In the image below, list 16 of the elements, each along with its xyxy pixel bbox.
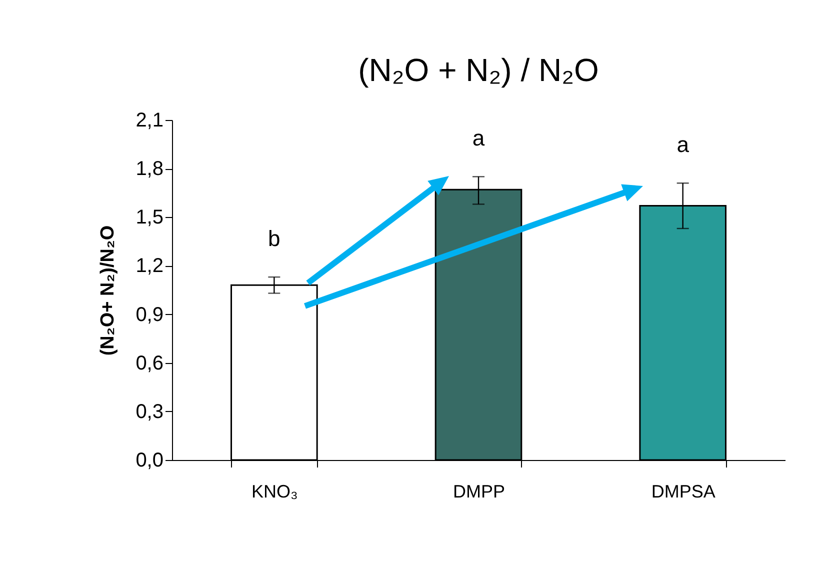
annotation: b [268,226,280,252]
annotation: a [472,126,486,151]
y-axis-title: (N₂O+ N₂)/N₂O [98,225,119,356]
x-tick-label: DMPSA [651,482,716,502]
y-tick-label: 0,9 [136,304,164,326]
x-tick-label: DMPP [452,482,506,502]
y-tick-label: 0,3 [136,400,164,423]
y-tick-label: 0,6 [136,352,164,374]
chart-title: (N₂O + N₂) / N₂O [358,52,599,88]
y-tick-label: 1,5 [136,206,164,229]
y-tick-label: 1,8 [136,158,164,180]
y-tick-label: 0,0 [136,450,164,472]
y-tick-label: 1,2 [136,255,164,278]
annotation: a [676,132,690,158]
x-tick-label: KNO₃ [251,482,298,502]
y-tick-label: 2,1 [136,110,164,132]
